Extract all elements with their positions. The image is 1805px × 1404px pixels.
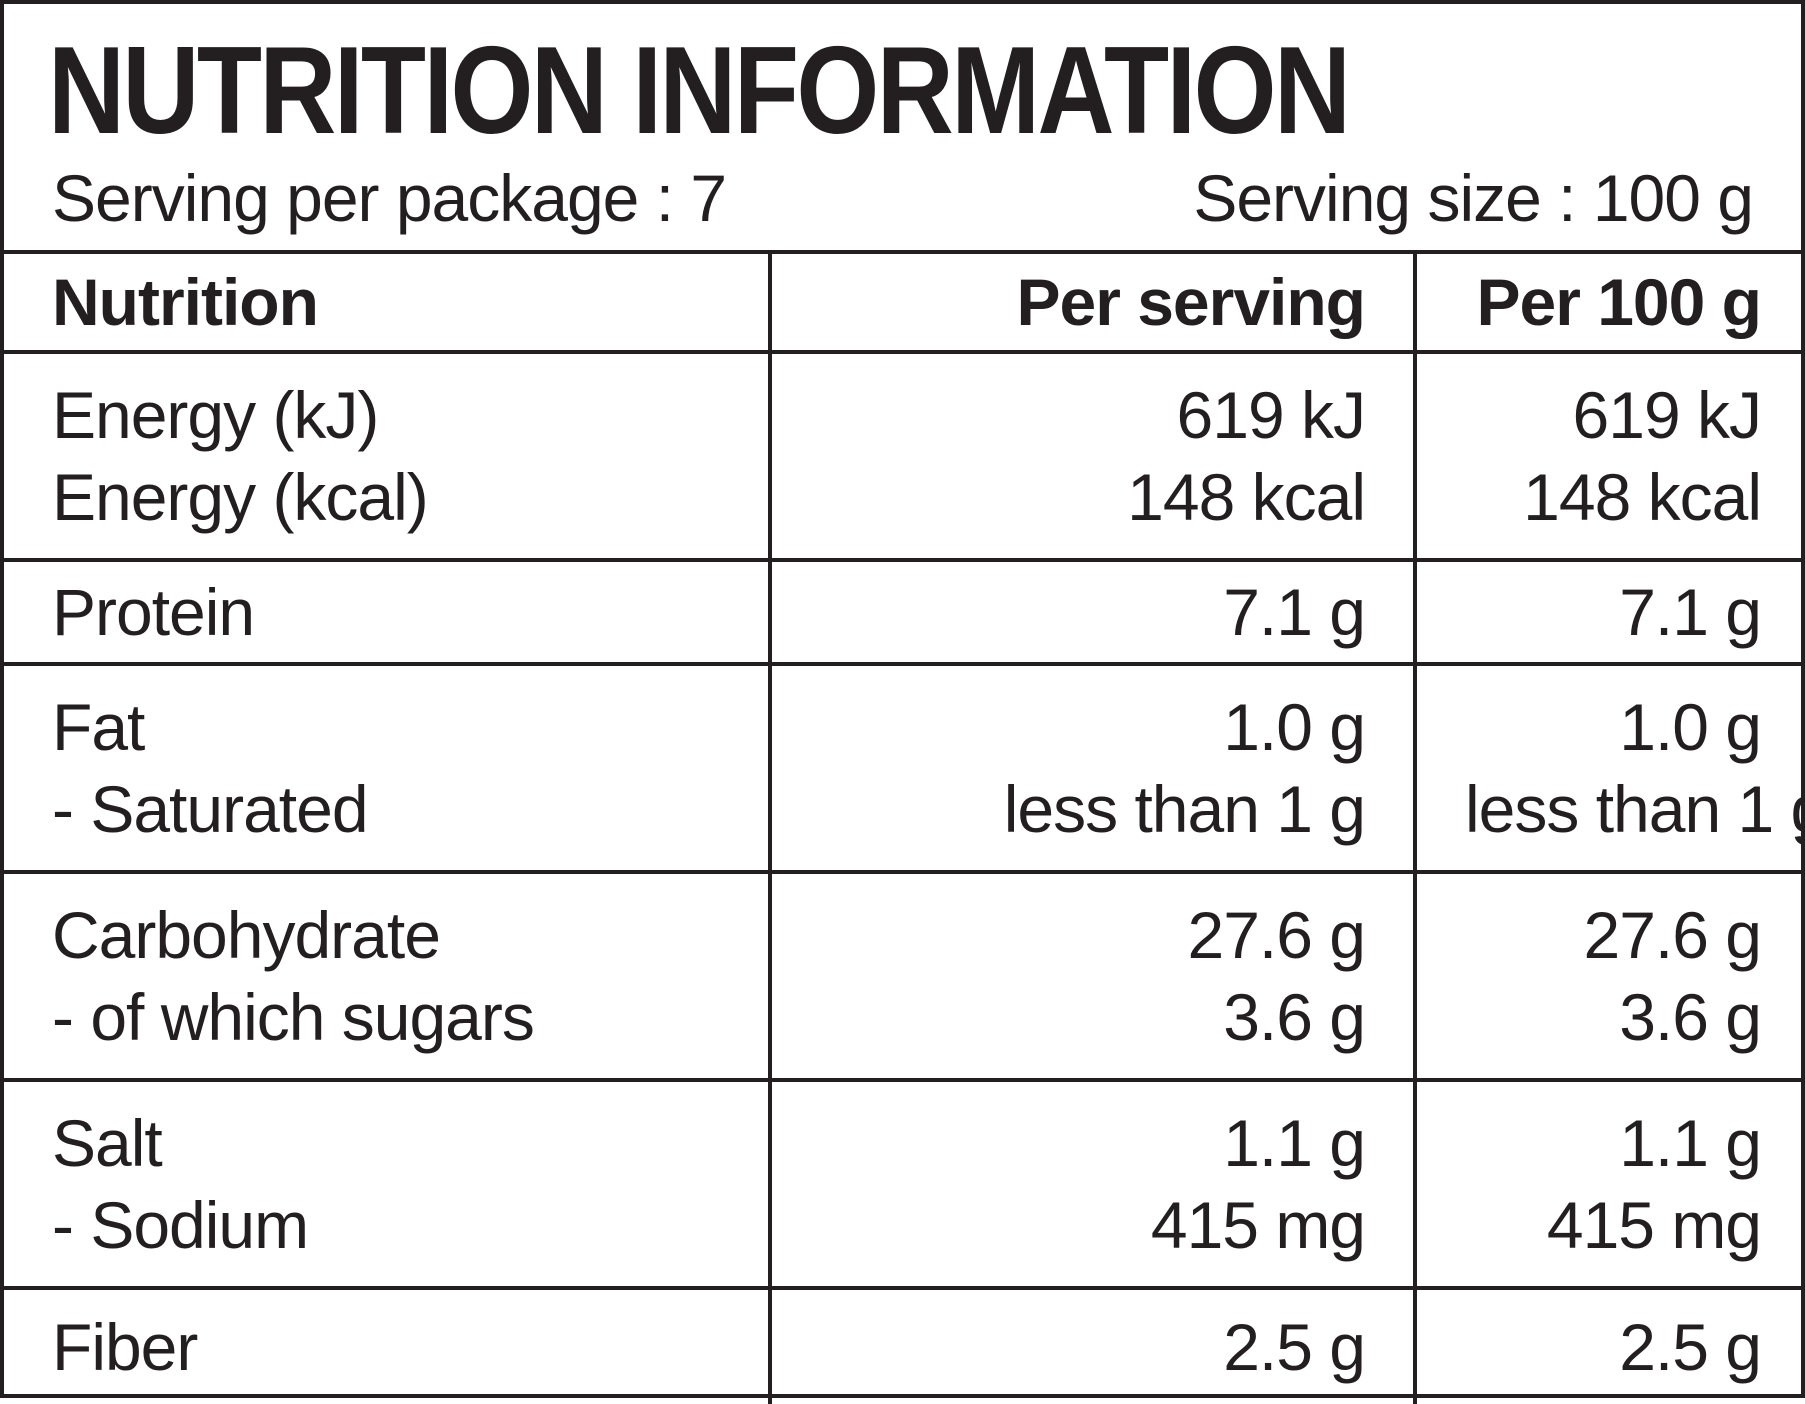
per-100g-value: 3.6 g xyxy=(1619,980,1762,1054)
per-serving-value: 7.1 g xyxy=(1223,575,1366,649)
per-100g-value: 619 kJ xyxy=(1572,378,1762,452)
per-serving-value: 1.0 g xyxy=(1223,690,1366,764)
nutrition-table: Nutrition Per serving Per 100 g Energy (… xyxy=(4,250,1805,1404)
per-serving-value: 148 kcal xyxy=(1127,460,1366,534)
table-row-carbohydrate: Carbohydrate - of which sugars 27.6 g 3.… xyxy=(4,870,1805,1082)
per-serving-cell: 27.6 g 3.6 g xyxy=(768,870,1417,1082)
nutrient-name: Energy (kcal) xyxy=(52,460,429,534)
nutrient-name-cell: Carbohydrate - of which sugars xyxy=(4,870,772,1082)
nutrient-name-cell: Salt - Sodium xyxy=(4,1078,772,1290)
per-100g-value: 1.1 g xyxy=(1619,1106,1762,1180)
per-100g-cell: 27.6 g 3.6 g xyxy=(1413,870,1805,1082)
table-header-row: Nutrition Per serving Per 100 g xyxy=(4,250,1805,354)
per-serving-cell: 2.5 g xyxy=(768,1286,1417,1404)
table-row-protein: Protein 7.1 g 7.1 g xyxy=(4,558,1805,666)
per-serving-value: 3.6 g xyxy=(1223,980,1366,1054)
nutrient-name: - of which sugars xyxy=(52,980,535,1054)
per-100g-value: 148 kcal xyxy=(1523,460,1762,534)
per-serving-value: 415 mg xyxy=(1150,1188,1366,1262)
nutrient-name: Carbohydrate xyxy=(52,898,441,972)
per-serving-value: 27.6 g xyxy=(1187,898,1367,972)
per-serving-cell: 7.1 g xyxy=(768,558,1417,666)
nutrient-name: Salt xyxy=(52,1106,163,1180)
per-100g-value: less than 1 g xyxy=(1465,772,1805,846)
per-serving-value: 2.5 g xyxy=(1223,1310,1366,1384)
per-100g-value: 2.5 g xyxy=(1619,1310,1762,1384)
per-100g-cell: 2.5 g xyxy=(1413,1286,1805,1404)
per-serving-cell: 1.1 g 415 mg xyxy=(768,1078,1417,1290)
nutrient-name-cell: Fiber xyxy=(4,1286,772,1404)
table-row-salt: Salt - Sodium 1.1 g 415 mg 1.1 g 415 mg xyxy=(4,1078,1805,1290)
nutrient-name: Protein xyxy=(52,575,255,649)
header-per-serving: Per serving xyxy=(768,250,1417,354)
nutrient-name: - Saturated xyxy=(52,772,369,846)
per-100g-value: 1.0 g xyxy=(1619,690,1762,764)
per-serving-cell: 619 kJ 148 kcal xyxy=(768,350,1417,562)
table-row-fiber: Fiber 2.5 g 2.5 g xyxy=(4,1286,1805,1404)
per-serving-value: 619 kJ xyxy=(1176,378,1366,452)
per-100g-value: 415 mg xyxy=(1546,1188,1762,1262)
nutrient-name-cell: Fat - Saturated xyxy=(4,662,772,874)
nutrient-name-cell: Protein xyxy=(4,558,772,666)
nutrient-name-cell: Energy (kJ) Energy (kcal) xyxy=(4,350,772,562)
table-row-energy: Energy (kJ) Energy (kcal) 619 kJ 148 kca… xyxy=(4,350,1805,562)
per-serving-value: less than 1 g xyxy=(1003,772,1366,846)
serving-size: Serving size : 100 g xyxy=(1193,161,1754,235)
per-100g-cell: 1.1 g 415 mg xyxy=(1413,1078,1805,1290)
nutrient-name: Fat xyxy=(52,690,145,764)
header-nutrition: Nutrition xyxy=(4,250,772,354)
nutrient-name: - Sodium xyxy=(52,1188,309,1262)
per-100g-cell: 1.0 g less than 1 g xyxy=(1413,662,1805,874)
per-100g-value: 27.6 g xyxy=(1583,898,1763,972)
per-100g-cell: 7.1 g xyxy=(1413,558,1805,666)
serving-per-package: Serving per package : 7 xyxy=(52,161,727,235)
header-per-100g: Per 100 g xyxy=(1413,250,1805,354)
table-row-fat: Fat - Saturated 1.0 g less than 1 g 1.0 … xyxy=(4,662,1805,874)
per-serving-value: 1.1 g xyxy=(1223,1106,1366,1180)
nutrient-name: Energy (kJ) xyxy=(52,378,379,452)
per-serving-cell: 1.0 g less than 1 g xyxy=(768,662,1417,874)
per-100g-cell: 619 kJ 148 kcal xyxy=(1413,350,1805,562)
nutrient-name: Fiber xyxy=(52,1310,198,1384)
label-title: NUTRITION INFORMATION xyxy=(48,22,1351,160)
per-100g-value: 7.1 g xyxy=(1619,575,1762,649)
